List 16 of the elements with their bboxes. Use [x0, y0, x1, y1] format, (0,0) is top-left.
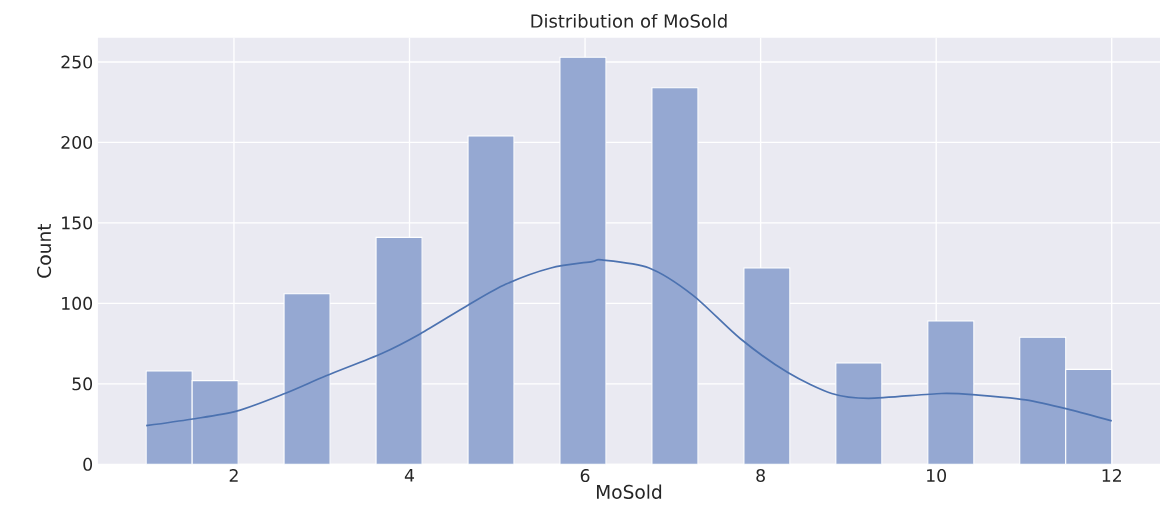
y-tick-label: 100 — [62, 296, 93, 310]
y-axis-title: Count — [37, 223, 52, 278]
chart-title: Distribution of MoSold — [531, 13, 727, 28]
x-axis-title: MoSold — [596, 484, 662, 499]
y-tick-label: 250 — [61, 55, 93, 69]
x-tick-label: 2 — [229, 468, 238, 482]
x-tick-label: 6 — [580, 468, 590, 483]
x-tick-label: 8 — [756, 468, 765, 483]
line-series — [145, 259, 1113, 427]
x-tick-label: 4 — [404, 468, 415, 482]
y-tick-label: 0 — [83, 457, 93, 471]
x-tick-label: 12 — [1102, 468, 1121, 482]
y-tick-label: 200 — [61, 135, 93, 149]
y-tick-label: 50 — [72, 377, 93, 391]
y-tick-label: 150 — [62, 216, 93, 230]
x-tick-label: 10 — [927, 468, 947, 483]
